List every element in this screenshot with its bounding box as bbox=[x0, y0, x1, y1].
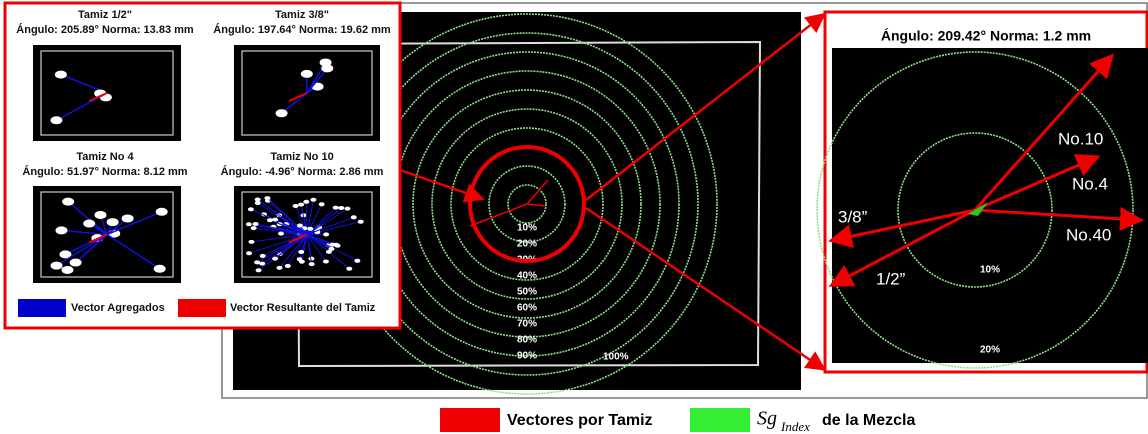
aggregate bbox=[55, 71, 67, 79]
plot-title: Tamiz No 4 bbox=[76, 151, 134, 163]
ring-label: 20% bbox=[980, 345, 1000, 356]
left-panel: Tamiz 1/2" Ángulo: 205.89° Norma: 13.83 m… bbox=[5, 3, 400, 328]
aggregate bbox=[345, 207, 351, 211]
legend-label: Vectores por Tamiz bbox=[507, 412, 653, 429]
vector-label: No.4 bbox=[1072, 174, 1108, 193]
aggregate bbox=[248, 240, 254, 244]
ring-label: 10% bbox=[517, 223, 537, 234]
ring-label: 100% bbox=[603, 352, 629, 363]
vector-label: No.40 bbox=[1066, 225, 1111, 244]
aggregate bbox=[338, 206, 344, 210]
aggregate bbox=[255, 198, 261, 202]
aggregate bbox=[253, 222, 259, 226]
aggregate bbox=[303, 200, 309, 204]
aggregate bbox=[61, 266, 73, 274]
aggregate bbox=[358, 220, 364, 224]
plot-caption: Ángulo: 197.64° Norma: 19.62 mm bbox=[213, 23, 391, 36]
aggregate bbox=[264, 196, 270, 200]
aggregate bbox=[293, 204, 299, 208]
aggregate bbox=[70, 259, 82, 267]
aggregate bbox=[248, 207, 254, 211]
aggregate bbox=[107, 218, 119, 226]
aggregate bbox=[319, 202, 325, 206]
plot-title: Tamiz No 10 bbox=[270, 151, 333, 163]
zoom-panel: Ángulo: 209.42° Norma: 1.2 mm No.10 No.4… bbox=[817, 12, 1148, 372]
aggregate bbox=[246, 251, 252, 255]
aggregate bbox=[154, 265, 166, 273]
aggregate bbox=[299, 260, 305, 264]
legend-label: Vector Resultante del Tamiz bbox=[230, 302, 376, 314]
ring-label: 80% bbox=[517, 335, 537, 346]
legend-label: de la Mezcla bbox=[822, 412, 915, 429]
aggregate bbox=[122, 215, 134, 223]
aggregate bbox=[346, 267, 352, 271]
ring-label: 70% bbox=[517, 319, 537, 330]
plot-title: Tamiz 1/2" bbox=[78, 9, 132, 21]
aggregate bbox=[255, 201, 261, 205]
zoom-title: Ángulo: 209.42° Norma: 1.2 mm bbox=[881, 28, 1091, 44]
aggregate bbox=[259, 262, 265, 266]
aggregate bbox=[256, 268, 262, 272]
aggregate bbox=[328, 247, 334, 251]
plot-caption: Ángulo: 51.97° Norma: 8.12 mm bbox=[22, 165, 187, 178]
aggregate bbox=[323, 259, 329, 263]
aggregate bbox=[301, 70, 313, 78]
ring-label: 60% bbox=[517, 303, 537, 314]
aggregate bbox=[94, 211, 106, 219]
vector-label: 3/8” bbox=[838, 207, 868, 226]
aggregate bbox=[285, 264, 291, 268]
aggregate bbox=[298, 250, 304, 254]
ring-label: 10% bbox=[980, 265, 1000, 276]
vector-label: 1/2” bbox=[876, 269, 906, 288]
ring-label: 20% bbox=[517, 239, 537, 250]
figure: 10%20%30%40%50%60%70%80%90% 100% Tamiz 1… bbox=[0, 0, 1148, 434]
plot-caption: Ángulo: 205.89° Norma: 13.83 mm bbox=[16, 23, 194, 36]
plot-caption: Ángulo: -4.96° Norma: 2.86 mm bbox=[221, 165, 384, 178]
aggregate bbox=[321, 64, 333, 72]
aggregate bbox=[307, 227, 313, 231]
legend: Vectores por Tamiz Sg Index de la Mezcla bbox=[440, 408, 915, 434]
aggregate bbox=[50, 116, 62, 124]
aggregate bbox=[297, 224, 303, 228]
legend-subscript: Index bbox=[780, 419, 810, 434]
aggregate bbox=[272, 257, 278, 261]
ring-label: 50% bbox=[517, 287, 537, 298]
aggregate bbox=[251, 226, 257, 230]
aggregate bbox=[330, 243, 336, 247]
aggregate bbox=[351, 215, 357, 219]
aggregate bbox=[55, 226, 67, 234]
aggregate bbox=[276, 266, 282, 270]
aggregate bbox=[309, 262, 315, 266]
aggregate bbox=[278, 232, 284, 236]
aggregate bbox=[62, 198, 74, 206]
aggregate bbox=[156, 208, 168, 216]
aggregate bbox=[310, 198, 316, 202]
ring-label: 40% bbox=[517, 271, 537, 282]
aggregate bbox=[267, 218, 273, 222]
legend-label: Vector Agregados bbox=[71, 302, 165, 314]
legend-symbol: Sg bbox=[757, 408, 777, 430]
aggregate bbox=[276, 109, 288, 117]
plot-title: Tamiz 3/8" bbox=[275, 9, 329, 21]
ring-label: 90% bbox=[517, 351, 537, 362]
aggregate bbox=[354, 259, 360, 263]
vector-label: No.10 bbox=[1058, 129, 1103, 148]
aggregate bbox=[51, 262, 63, 270]
aggregate bbox=[83, 220, 95, 228]
aggregate bbox=[260, 254, 266, 258]
aggregate bbox=[323, 232, 329, 236]
aggregate bbox=[298, 203, 304, 207]
aggregate bbox=[246, 222, 252, 226]
aggregate bbox=[333, 206, 339, 210]
